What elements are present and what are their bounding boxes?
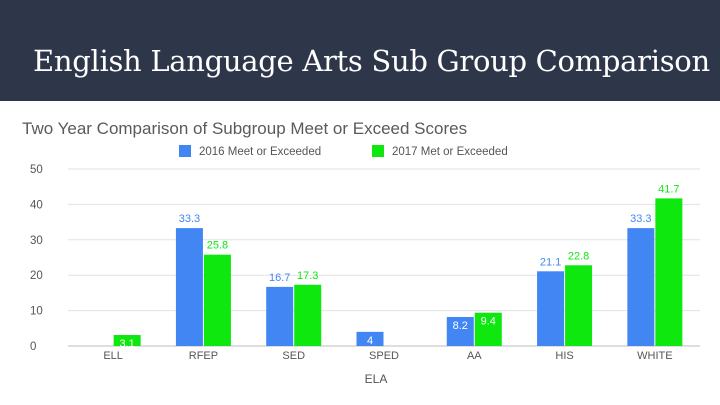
data-label: 17.3 xyxy=(297,270,318,282)
bar-2-his xyxy=(565,265,593,346)
legend-swatch-2 xyxy=(372,145,384,157)
bar-chart: Two Year Comparison of Subgroup Meet or … xyxy=(22,119,700,386)
data-label: 33.3 xyxy=(630,213,651,225)
x-tick-label: SPED xyxy=(369,350,399,362)
chart-title: Two Year Comparison of Subgroup Meet or … xyxy=(22,119,467,138)
bar-2-white xyxy=(655,198,683,346)
data-label: 16.7 xyxy=(269,272,290,284)
data-label: 3.1 xyxy=(119,338,134,350)
y-tick-label: 30 xyxy=(30,235,43,247)
y-tick-label: 40 xyxy=(30,199,43,211)
bar-2-rfep xyxy=(203,254,231,346)
bar-1-aa xyxy=(446,316,474,346)
y-tick-label: 0 xyxy=(30,341,36,353)
x-tick-label: RFEP xyxy=(189,350,218,362)
data-label: 33.3 xyxy=(179,213,200,225)
legend-label-1: 2016 Meet or Exceeded xyxy=(199,146,321,158)
y-tick-label: 10 xyxy=(30,306,43,318)
bar-1-sped xyxy=(356,331,384,346)
data-label: 8.2 xyxy=(453,320,468,332)
legend-swatch-1 xyxy=(179,145,191,157)
bar-1-rfep xyxy=(175,228,203,346)
bar-2-ell xyxy=(113,335,141,346)
x-tick-label: SED xyxy=(282,350,305,362)
data-label: 9.4 xyxy=(481,316,496,328)
bar-1-sed xyxy=(266,286,294,346)
data-label: 41.7 xyxy=(658,183,679,195)
data-label: 22.8 xyxy=(568,250,589,262)
data-label: 25.8 xyxy=(207,240,228,252)
chart-area: Two Year Comparison of Subgroup Meet or … xyxy=(0,101,720,405)
y-tick-label: 20 xyxy=(30,270,43,282)
x-tick-label: WHITE xyxy=(637,350,672,362)
slide-title: English Language Arts Sub Group Comparis… xyxy=(33,44,710,78)
bar-2-sed xyxy=(294,284,322,346)
bar-1-white xyxy=(627,228,655,346)
legend-label-2: 2017 Met or Exceeded xyxy=(392,146,508,158)
data-label: 4 xyxy=(367,335,373,347)
x-tick-label: ELL xyxy=(103,350,123,362)
bar-1-his xyxy=(537,271,565,346)
data-label: 21.1 xyxy=(540,256,561,268)
y-tick-label: 50 xyxy=(30,164,43,176)
x-tick-label: AA xyxy=(467,350,482,362)
bar-2-aa xyxy=(474,312,502,346)
x-axis-label: ELA xyxy=(365,372,388,386)
x-tick-label: HIS xyxy=(555,350,573,362)
title-banner xyxy=(0,0,720,101)
